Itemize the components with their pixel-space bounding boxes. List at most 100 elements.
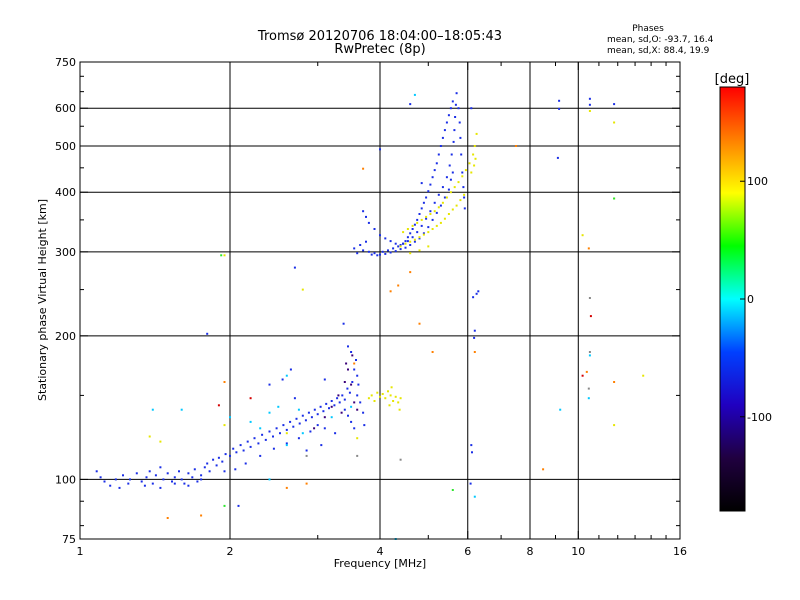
data-point bbox=[394, 242, 397, 245]
data-point bbox=[581, 374, 584, 377]
data-point bbox=[304, 419, 307, 422]
data-point bbox=[409, 103, 412, 106]
data-point bbox=[259, 427, 262, 430]
data-point bbox=[297, 408, 300, 411]
stats-heading: Phases bbox=[632, 24, 664, 34]
data-point bbox=[282, 424, 285, 427]
data-point bbox=[435, 211, 438, 214]
data-point bbox=[289, 420, 292, 423]
data-point bbox=[362, 249, 365, 252]
data-point bbox=[399, 248, 402, 251]
data-point bbox=[257, 442, 260, 445]
data-point bbox=[445, 196, 448, 199]
data-point bbox=[384, 252, 387, 255]
data-point bbox=[402, 242, 405, 245]
data-point bbox=[613, 197, 616, 200]
data-point bbox=[316, 413, 319, 416]
data-point bbox=[413, 223, 416, 226]
data-point bbox=[418, 236, 421, 239]
data-point bbox=[183, 482, 186, 485]
data-point bbox=[356, 374, 359, 377]
data-point bbox=[237, 504, 240, 507]
data-point bbox=[143, 484, 146, 487]
data-point bbox=[293, 397, 296, 400]
data-point bbox=[422, 201, 425, 204]
x-tick-label: 16 bbox=[673, 545, 687, 558]
data-point bbox=[441, 186, 444, 189]
data-point bbox=[356, 408, 359, 411]
data-point bbox=[418, 213, 421, 215]
data-point bbox=[404, 246, 407, 249]
data-point bbox=[416, 218, 419, 221]
data-point bbox=[399, 397, 402, 400]
data-point bbox=[159, 486, 162, 489]
data-point bbox=[350, 383, 353, 386]
data-point bbox=[234, 468, 237, 471]
data-point bbox=[422, 233, 425, 236]
data-point bbox=[203, 466, 206, 469]
data-point bbox=[336, 397, 339, 400]
data-point bbox=[613, 381, 616, 383]
data-point bbox=[333, 404, 336, 407]
data-point bbox=[362, 210, 365, 213]
data-point bbox=[379, 234, 381, 237]
data-point bbox=[387, 390, 389, 393]
data-point bbox=[461, 175, 464, 178]
data-point bbox=[447, 114, 450, 117]
data-point bbox=[206, 462, 209, 465]
data-point bbox=[264, 438, 267, 441]
data-point bbox=[180, 478, 183, 481]
data-point bbox=[330, 416, 333, 419]
data-point bbox=[223, 424, 226, 427]
data-point bbox=[439, 204, 442, 207]
data-point bbox=[223, 254, 226, 257]
data-point bbox=[292, 425, 295, 428]
data-point bbox=[381, 393, 384, 395]
data-point bbox=[422, 232, 425, 235]
data-point bbox=[350, 420, 353, 423]
data-point bbox=[347, 345, 349, 348]
data-point bbox=[343, 408, 346, 411]
data-point bbox=[558, 99, 561, 102]
data-point bbox=[196, 480, 199, 483]
y-tick-label: 600 bbox=[55, 102, 76, 115]
data-point bbox=[325, 402, 328, 405]
data-point bbox=[373, 228, 376, 230]
colorbar: [deg] 100 0 -100 bbox=[715, 72, 772, 512]
data-point bbox=[455, 204, 458, 207]
data-point bbox=[261, 433, 264, 436]
data-point bbox=[413, 93, 416, 96]
data-point bbox=[473, 495, 476, 498]
data-point bbox=[473, 336, 476, 339]
data-point bbox=[588, 103, 591, 106]
data-point bbox=[272, 447, 275, 450]
data-point bbox=[376, 254, 379, 257]
data-point bbox=[249, 397, 252, 400]
data-point bbox=[588, 110, 591, 112]
data-point bbox=[402, 231, 405, 234]
data-point bbox=[301, 288, 304, 291]
data-point bbox=[224, 453, 227, 456]
data-point bbox=[370, 394, 373, 397]
data-point bbox=[392, 400, 395, 402]
data-point bbox=[373, 400, 376, 402]
data-point bbox=[301, 432, 304, 435]
data-point bbox=[221, 460, 224, 463]
x-tick-label: 2 bbox=[227, 545, 234, 558]
data-point bbox=[464, 169, 467, 172]
data-point bbox=[556, 156, 559, 159]
y-tick-label: 75 bbox=[62, 533, 76, 546]
data-point bbox=[229, 454, 231, 457]
data-point bbox=[559, 408, 562, 411]
data-point bbox=[223, 504, 226, 507]
data-point bbox=[389, 240, 392, 243]
data-point bbox=[212, 458, 215, 461]
data-point bbox=[389, 251, 392, 254]
data-point bbox=[357, 383, 360, 386]
data-point bbox=[475, 132, 478, 135]
data-point bbox=[118, 486, 121, 489]
stats-line-x: mean, sd,X: 88.4, 19.9 bbox=[607, 46, 710, 56]
data-point bbox=[416, 221, 419, 224]
